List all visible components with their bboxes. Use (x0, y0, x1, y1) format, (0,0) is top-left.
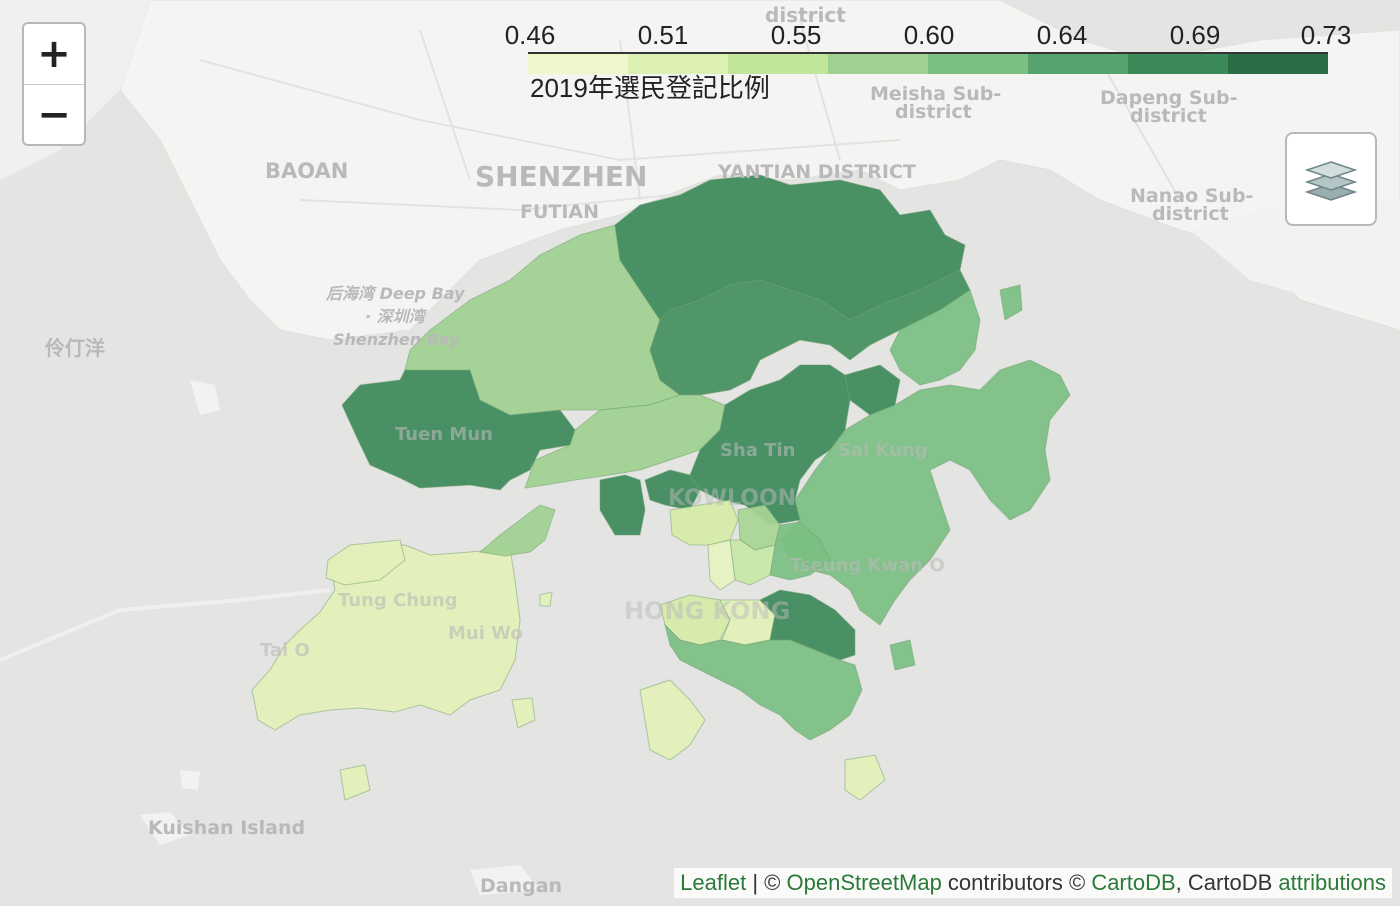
legend-caption: 2019年選民登記比例 (530, 73, 770, 103)
legend-tick: 0.51 (637, 20, 689, 50)
osm-link[interactable]: OpenStreetMap (786, 870, 942, 895)
label-dangan: Dangan (480, 875, 562, 897)
islet (140, 812, 190, 845)
legend-tick: 0.55 (770, 20, 822, 50)
islet (180, 770, 200, 790)
label-lingding: 伶仃洋 (44, 336, 105, 360)
district-tsuen-wan-ma-wan[interactable] (478, 504, 556, 557)
label-tung-chung: Tung Chung (338, 590, 458, 611)
dapeng-land (1190, 200, 1400, 330)
label-nanao-2: district (1152, 203, 1229, 225)
label-nanao: Nanao Sub- (1130, 185, 1253, 207)
mainland-land (119, 0, 1400, 341)
label-sha-tin: Sha Tin (720, 440, 795, 461)
label-baoan: BAOAN (265, 159, 348, 183)
legend-tick: 0.46 (504, 20, 556, 50)
legend-bin (728, 54, 828, 74)
label-kowloon: KOWLOON (668, 486, 796, 511)
mainland-roads (199, 19, 1181, 212)
district-sai-kung-north[interactable] (889, 289, 981, 386)
layers-icon (1304, 161, 1358, 201)
attribution-contrib: contributors © (941, 870, 1092, 895)
label-deep-bay-2: · 深圳湾 (365, 307, 428, 326)
district-islands-poitoi[interactable] (844, 754, 886, 801)
label-sai-kung: Sai Kung (838, 440, 928, 461)
legend-ticks: 0.46 0.51 0.55 0.60 0.64 0.69 0.73 (505, 20, 1352, 54)
district-sai-kung-islet-1[interactable] (889, 639, 916, 671)
district-southern[interactable] (664, 623, 863, 741)
label-hong-kong: HONG KONG (624, 597, 790, 625)
islet (190, 380, 220, 415)
district-islands-lamma[interactable] (639, 679, 706, 761)
label-dapeng-2: district (1130, 105, 1207, 127)
legend-bin (828, 54, 928, 74)
pearl-river-line (0, 588, 331, 662)
district-sai-kung-islet-2[interactable] (999, 284, 1023, 321)
label-yantian: YANTIAN DISTRICT (717, 161, 916, 183)
label-district: district (765, 3, 846, 27)
district-eastern[interactable] (759, 589, 856, 661)
leaflet-link[interactable]: Leaflet (680, 870, 747, 895)
district-kowloon-city[interactable] (729, 539, 776, 586)
district-islands-cheung-chau[interactable] (511, 697, 536, 729)
attribution: Leaflet | © OpenStreetMap contributors ©… (674, 868, 1392, 898)
label-shenzhen-bay: Shenzhen Bay (333, 330, 460, 349)
label-mui-wo: Mui Wo (448, 623, 523, 644)
label-tai-o: Tai O (260, 640, 310, 661)
district-yau-tsim-mong[interactable] (707, 539, 736, 591)
district-islands-south[interactable] (339, 764, 371, 801)
attribution-mid: , CartoDB (1175, 870, 1279, 895)
zoom-out-button[interactable]: − (24, 84, 84, 144)
label-deep-bay: 后海湾 Deep Bay (325, 284, 465, 303)
district-layer (251, 174, 1071, 801)
zoom-control: + − (22, 22, 86, 146)
islet (470, 865, 540, 895)
label-kuishan: Kuishan Island (148, 817, 305, 839)
legend-bin (1228, 54, 1328, 74)
legend-tick: 0.73 (1300, 20, 1352, 50)
district-kwai-tsing[interactable] (599, 474, 646, 536)
label-dapeng: Dapeng Sub- (1100, 87, 1238, 109)
legend-bin (628, 54, 728, 74)
legend-bin (1028, 54, 1128, 74)
attributions-link[interactable]: attributions (1278, 870, 1386, 895)
legend-bin (1128, 54, 1228, 74)
label-meisha: Meisha Sub- (870, 83, 1001, 105)
legend-bin (528, 54, 628, 74)
label-tseung-kwan-o: Tseung Kwan O (790, 555, 945, 576)
layers-button[interactable] (1285, 132, 1377, 226)
district-islands-peng-chau[interactable] (539, 591, 553, 607)
legend-tick: 0.64 (1036, 20, 1088, 50)
district-kwun-tong[interactable] (769, 521, 831, 581)
label-shenzhen: SHENZHEN (475, 160, 647, 193)
cartodb-link[interactable]: CartoDB (1091, 870, 1176, 895)
attribution-sep: | © (746, 870, 787, 895)
label-futian: FUTIAN (520, 201, 599, 223)
legend-bin (928, 54, 1028, 74)
district-islands-chek-lap-kok[interactable] (325, 539, 406, 586)
zoom-in-button[interactable]: + (37, 31, 71, 77)
legend-tick: 0.60 (903, 20, 955, 50)
district-kwai-tsing-east[interactable] (644, 469, 701, 511)
label-meisha-2: district (895, 101, 972, 123)
place-labels: district BAOAN SHENZHEN FUTIAN YANTIAN D… (44, 3, 1253, 897)
color-legend: 0.46 0.51 0.55 0.60 0.64 0.69 0.73 2019年… (505, 20, 1352, 110)
legend-color-bar (528, 52, 1328, 76)
district-islands[interactable] (251, 544, 521, 731)
label-tuen-mun: Tuen Mun (395, 424, 493, 445)
legend-tick: 0.69 (1169, 20, 1221, 50)
